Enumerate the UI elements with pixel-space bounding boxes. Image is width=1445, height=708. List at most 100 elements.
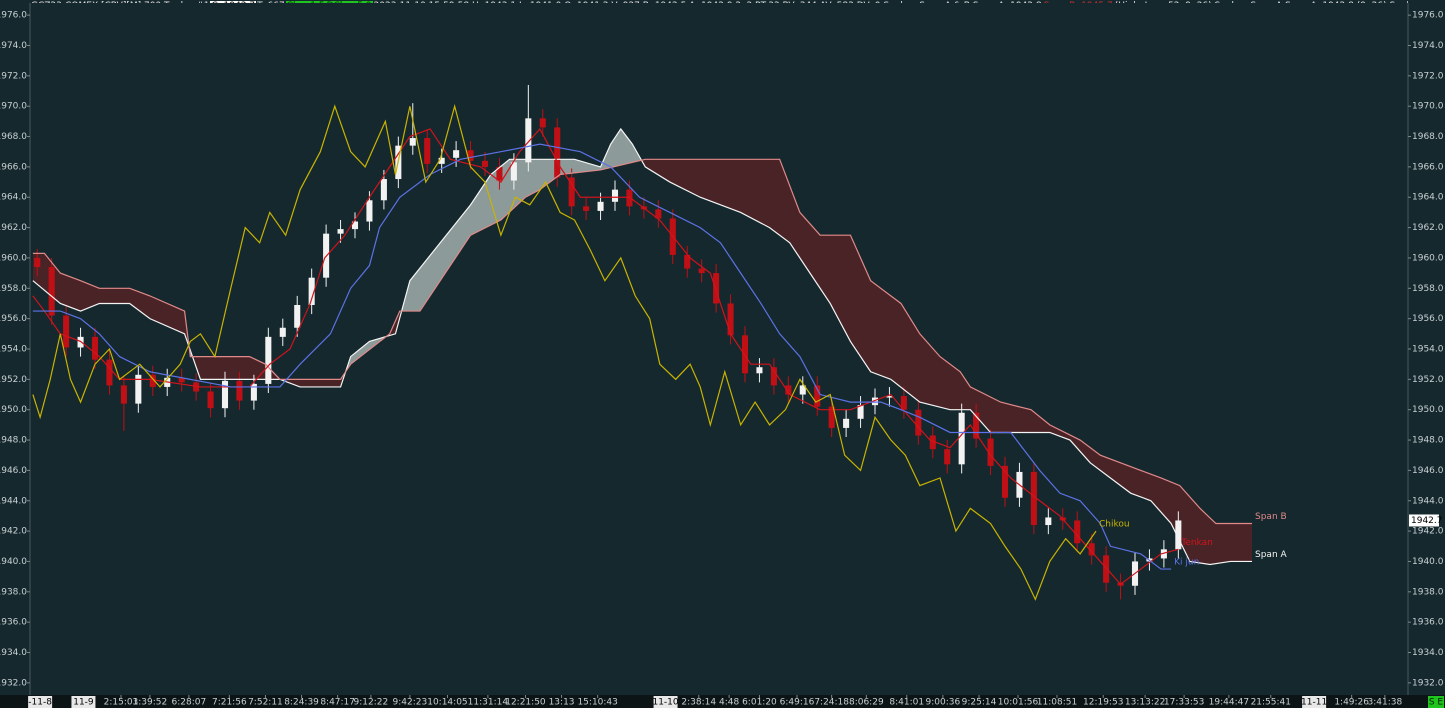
candle-body (294, 304, 301, 328)
candle-body (207, 391, 214, 409)
y-tick-label: 1942.0 (0, 527, 27, 537)
candle-body (597, 201, 604, 211)
x-tick-label: 8:24:39 (284, 698, 319, 708)
x-tick-label: 7:24:18 (814, 698, 849, 708)
x-tick-label: 21:55:41 (1251, 698, 1291, 708)
y-tick-label: 1976.0 (0, 11, 27, 21)
y-tick-label: 1976.0 (1412, 11, 1444, 21)
x-tick-label: 8:06:29 (849, 698, 884, 708)
candle-body (250, 383, 257, 401)
x-date-tick (1302, 696, 1327, 708)
candle-body (583, 206, 590, 211)
y-tick-label: 1932.0 (0, 678, 27, 688)
y-tick-label: 1948.0 (0, 436, 27, 446)
candle-body (91, 336, 99, 360)
indicator-line (32, 103, 1097, 601)
candle-body (987, 438, 994, 466)
candle-body (539, 118, 546, 128)
y-tick-label: 1964.0 (0, 193, 27, 203)
candle-body (1001, 465, 1009, 498)
y-tick-label: 1962.0 (1412, 223, 1444, 233)
candle-body (525, 118, 532, 163)
x-tick-label: 6:49:16 (780, 698, 815, 708)
candle-body (438, 157, 445, 164)
candle-body (727, 303, 734, 336)
x-tick-label: 9:42:23 (393, 698, 428, 708)
indicator-line (32, 143, 1172, 570)
candle-body (756, 367, 763, 374)
candle-body (63, 315, 70, 348)
y-tick-label: 1956.0 (0, 314, 27, 324)
x-date-tick (71, 696, 96, 708)
candle-body (900, 396, 907, 410)
y-tick-label: 1974.0 (0, 41, 27, 51)
y-tick-label: 1962.0 (0, 223, 27, 233)
y-tick-label: 1948.0 (1412, 436, 1444, 446)
x-tick-label: 4:48 (719, 698, 739, 708)
x-date-label: 11-11 (1301, 698, 1327, 708)
y-tick-label: 1946.0 (0, 466, 27, 476)
x-tick-label: 13:13:22 (1125, 698, 1165, 708)
x-date-label: 11-9 (73, 698, 94, 708)
candle-body (366, 200, 373, 222)
candle-body (135, 374, 142, 404)
y-tick-label: 1956.0 (1412, 314, 1444, 324)
y-tick-label: 1940.0 (1412, 557, 1444, 567)
x-tick-label: 11:31:14 (468, 698, 509, 708)
x-tick-label: 13:13 (549, 698, 575, 708)
candle-body (337, 229, 344, 234)
y-tick-label: 1946.0 (1412, 466, 1444, 476)
candle-body (828, 406, 835, 428)
candle-body (351, 221, 359, 230)
x-tick-label: 2:38:14 (681, 698, 716, 708)
y-tick-label: 1952.0 (1412, 375, 1444, 385)
candle-body (554, 127, 561, 178)
x-date-tick (653, 696, 678, 708)
candle-body (929, 435, 936, 450)
candle-body (611, 189, 619, 202)
candle-body (279, 327, 286, 337)
candle-body (799, 385, 806, 395)
y-tick-label: 1944.0 (0, 496, 27, 506)
series-label: Span B (1255, 512, 1287, 522)
x-tick-label: 3:39:52 (133, 698, 168, 708)
x-tick-label: 15:10:43 (577, 698, 617, 708)
y-tick-label: 1934.0 (1412, 648, 1444, 658)
candle-body (510, 162, 517, 181)
candle-body (265, 336, 272, 384)
candle-body (655, 209, 662, 219)
y-tick-label: 1954.0 (0, 345, 27, 355)
candle-body (843, 418, 850, 428)
x-tick-label: 6:01:20 (742, 698, 777, 708)
candle-body (380, 179, 387, 201)
indicator-line (32, 127, 1179, 586)
x-tick-label: 1:49:26 (1334, 698, 1369, 708)
candle-body (698, 268, 705, 274)
candle-body (1103, 555, 1110, 583)
y-tick-label: 1954.0 (1412, 345, 1444, 355)
y-tick-label: 1936.0 (1412, 618, 1444, 628)
y-tick-label: 1950.0 (1412, 405, 1444, 415)
candle-body (973, 412, 980, 439)
candle-body (48, 267, 55, 316)
candle-body (120, 385, 127, 404)
y-tick-label: 1944.0 (1412, 496, 1444, 506)
series-label: Span A (1255, 550, 1288, 560)
candle-body (770, 367, 777, 386)
y-tick-label: 1960.0 (1412, 253, 1444, 263)
x-tick-label: 7:21:56 (212, 698, 247, 708)
candle-body (236, 380, 243, 401)
candle-body (741, 335, 749, 374)
series-label: Tenkan (1180, 538, 1212, 548)
candle-body (221, 380, 229, 409)
x-tick-label: 10:14:05 (427, 698, 467, 708)
y-tick-label: 1950.0 (0, 405, 27, 415)
candle-body (149, 374, 156, 387)
last-price-label: 1942.7 (1411, 516, 1443, 526)
y-tick-label: 1972.0 (0, 71, 27, 81)
candle-body (684, 254, 691, 269)
x-tick-label: 7:52:11 (248, 698, 283, 708)
y-tick-label: 1952.0 (0, 375, 27, 385)
